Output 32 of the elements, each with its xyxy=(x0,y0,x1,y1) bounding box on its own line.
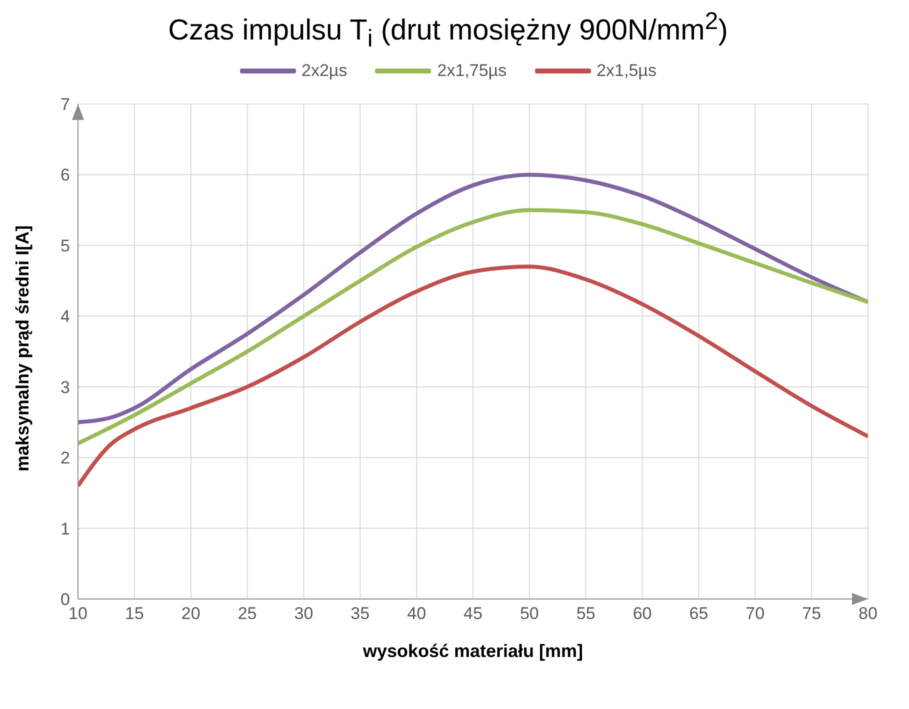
x-tick-label: 45 xyxy=(464,604,482,624)
legend-label: 2x1,75µs xyxy=(437,61,507,82)
line-series xyxy=(78,173,868,425)
line-series xyxy=(78,265,868,488)
x-tick-label: 80 xyxy=(858,604,878,624)
chart-title: Czas impulsu T$_{i}$ (drut mosiężny 900N/mm$^{2}$) xyxy=(167,8,729,54)
x-tick-label: 25 xyxy=(238,604,257,624)
x-tick-label: 20 xyxy=(181,604,200,624)
legend-label: 2x1,5µs xyxy=(596,61,656,82)
x-tick-label: 10 xyxy=(68,604,88,624)
y-tick-label: 3 xyxy=(60,378,70,398)
x-tick-label: 40 xyxy=(407,604,426,624)
x-tick-label: 30 xyxy=(294,604,314,624)
x-tick-label: 15 xyxy=(124,604,144,624)
legend-label: 2x2µs xyxy=(302,61,348,82)
x-tick-label: 65 xyxy=(689,604,708,624)
y-axis-title: maksymalny prąd średni I[A] xyxy=(12,226,32,472)
y-tick-label: 6 xyxy=(60,166,70,186)
x-axis-title: wysokość materiału [mm] xyxy=(362,641,584,662)
y-tick-label: 4 xyxy=(60,308,70,327)
y-tick-label: 1 xyxy=(60,520,70,539)
x-tick-label: 50 xyxy=(520,604,539,624)
x-tick-label: 35 xyxy=(350,604,370,624)
y-tick-label: 5 xyxy=(60,236,70,256)
x-tick-label: 70 xyxy=(746,604,765,624)
y-tick-label: 0 xyxy=(60,590,70,610)
line-series xyxy=(78,208,868,446)
x-tick-label: 75 xyxy=(802,604,822,624)
y-tick-label: 7 xyxy=(60,95,70,114)
x-tick-label: 55 xyxy=(576,604,596,624)
y-tick-label: 2 xyxy=(60,449,70,468)
x-tick-label: 60 xyxy=(632,604,652,624)
